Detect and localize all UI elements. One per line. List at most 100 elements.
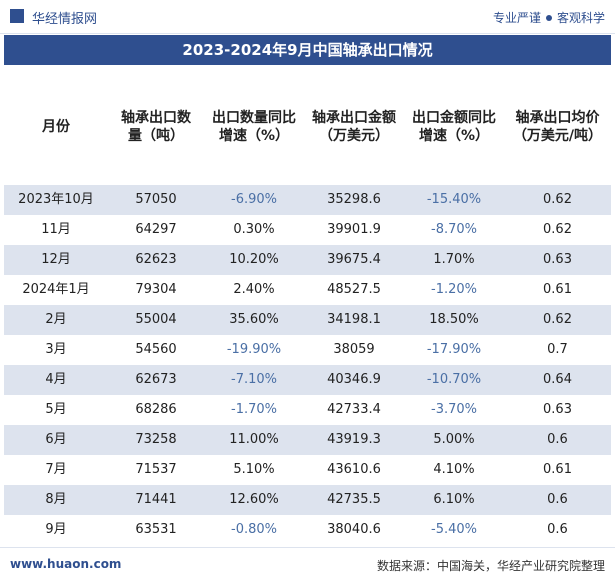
table-cell: 0.6 bbox=[547, 432, 568, 447]
site: www.huaon.com bbox=[10, 557, 122, 571]
table-row: 9月 63531 -0.80% 38040.6 -5.40% 0.6 bbox=[4, 515, 611, 545]
table-cell: 35.60% bbox=[229, 312, 279, 327]
table-cell: 43610.6 bbox=[327, 462, 381, 477]
dot bbox=[545, 15, 552, 21]
column-header: 轴承出口均价（万美元/吨） bbox=[512, 109, 603, 144]
table-cell: 4.10% bbox=[433, 462, 475, 477]
table-cell: 54560 bbox=[135, 342, 177, 357]
table-cell: -8.70% bbox=[431, 222, 477, 237]
table-cell: -1.20% bbox=[431, 282, 477, 297]
table-row: 2024年1月 79304 2.40% 48527.5 -1.20% 0.61 bbox=[4, 275, 611, 305]
table-row: 6月 73258 11.00% 43919.3 5.00% 0.6 bbox=[4, 425, 611, 455]
table-cell: 1.70% bbox=[433, 252, 475, 267]
table-cell: 5.00% bbox=[433, 432, 475, 447]
title: 2023-2024年9月中国轴承出口情况 bbox=[4, 35, 611, 65]
table-cell: 2024年1月 bbox=[22, 282, 90, 297]
table-cell: 34198.1 bbox=[327, 312, 381, 327]
table-cell: -7.10% bbox=[231, 372, 277, 387]
table-cell: 4月 bbox=[45, 372, 67, 387]
table-cell: 11月 bbox=[41, 222, 71, 237]
source: 数据来源：中国海关，华经产业研究院整理 bbox=[376, 559, 605, 573]
column-header: 出口金额同比增速（%） bbox=[412, 109, 496, 144]
table-cell: 0.63 bbox=[543, 402, 572, 417]
table-cell: -0.80% bbox=[231, 522, 277, 537]
table-row: 8月 71441 12.60% 42735.5 6.10% 0.6 bbox=[4, 485, 611, 515]
table-cell: 0.6 bbox=[547, 492, 568, 507]
table-cell: 5月 bbox=[45, 402, 67, 417]
table-cell: 40346.9 bbox=[327, 372, 381, 387]
table-cell: 62623 bbox=[135, 252, 177, 267]
table-cell: 7月 bbox=[45, 462, 67, 477]
table-cell: -15.40% bbox=[426, 192, 482, 207]
table-cell: 0.61 bbox=[543, 282, 572, 297]
table-row: 3月 54560 -19.90% 38059 -17.90% 0.7 bbox=[4, 335, 611, 365]
table-cell: 3月 bbox=[45, 342, 67, 357]
table-cell: 11.00% bbox=[229, 432, 279, 447]
brand: 华经情报网 bbox=[32, 12, 98, 27]
table-cell: 12.60% bbox=[229, 492, 279, 507]
table-cell: -3.70% bbox=[431, 402, 477, 417]
table-cell: -5.40% bbox=[431, 522, 477, 537]
table-cell: 55004 bbox=[135, 312, 177, 327]
table-cell: 6月 bbox=[45, 432, 67, 447]
column-header: 月份 bbox=[42, 118, 70, 135]
table-cell: 0.62 bbox=[543, 222, 572, 237]
table-cell: 63531 bbox=[135, 522, 177, 537]
table-row: 4月 62673 -7.10% 40346.9 -10.70% 0.64 bbox=[4, 365, 611, 395]
table-header: 月份 轴承出口数量（吨） 出口数量同比增速（%） 轴承出口金额（万美元） 出口金额同比增… bbox=[4, 68, 611, 185]
table-cell: 39675.4 bbox=[327, 252, 381, 267]
top-bar: 华经情报网 专业严谨 客观科学 bbox=[0, 0, 615, 34]
table-cell: 2.40% bbox=[233, 282, 275, 297]
table-cell: 0.61 bbox=[543, 462, 572, 477]
table-cell: 42733.4 bbox=[327, 402, 381, 417]
table-row: 11月 64297 0.30% 39901.9 -8.70% 0.62 bbox=[4, 215, 611, 245]
table-cell: 71441 bbox=[135, 492, 177, 507]
table-cell: 43919.3 bbox=[327, 432, 381, 447]
table-cell: 62673 bbox=[135, 372, 177, 387]
table-cell: -19.90% bbox=[226, 342, 282, 357]
table-cell: 73258 bbox=[135, 432, 177, 447]
table-cell: 35298.6 bbox=[327, 192, 381, 207]
table-row: 2023年10月 57050 -6.90% 35298.6 -15.40% 0.62 bbox=[4, 185, 611, 215]
table-cell: 0.6 bbox=[547, 522, 568, 537]
table-cell: 79304 bbox=[135, 282, 177, 297]
table-cell: 2023年10月 bbox=[18, 192, 94, 207]
table-cell: -6.90% bbox=[231, 192, 277, 207]
table-cell: 38059 bbox=[333, 342, 375, 357]
column-header: 轴承出口数量（吨） bbox=[121, 109, 191, 144]
logo bbox=[10, 9, 24, 23]
table-cell: 8月 bbox=[45, 492, 67, 507]
table-cell: 10.20% bbox=[229, 252, 279, 267]
footer: www.huaon.com 数据来源：中国海关，华经产业研究院整理 bbox=[0, 547, 615, 580]
column-header: 出口数量同比增速（%） bbox=[212, 109, 296, 144]
table-cell: 0.7 bbox=[547, 342, 568, 357]
table-cell: 0.63 bbox=[543, 252, 572, 267]
table-cell: -17.90% bbox=[426, 342, 482, 357]
table-cell: 5.10% bbox=[233, 462, 275, 477]
table-cell: 18.50% bbox=[429, 312, 479, 327]
table-cell: 68286 bbox=[135, 402, 177, 417]
table-cell: 0.62 bbox=[543, 192, 572, 207]
table-row: 5月 68286 -1.70% 42733.4 -3.70% 0.63 bbox=[4, 395, 611, 425]
table-cell: 39901.9 bbox=[327, 222, 381, 237]
table-row: 12月 62623 10.20% 39675.4 1.70% 0.63 bbox=[4, 245, 611, 275]
table-cell: 12月 bbox=[41, 252, 71, 267]
table-cell: 2月 bbox=[45, 312, 67, 327]
table-cell: 71537 bbox=[135, 462, 177, 477]
table-cell: 57050 bbox=[135, 192, 177, 207]
table-cell: 48527.5 bbox=[327, 282, 381, 297]
table-row: 7月 71537 5.10% 43610.6 4.10% 0.61 bbox=[4, 455, 611, 485]
table-cell: -1.70% bbox=[231, 402, 277, 417]
table-cell: 6.10% bbox=[433, 492, 475, 507]
table-cell: -10.70% bbox=[426, 372, 482, 387]
slogan-right: 客观科学 bbox=[556, 11, 605, 25]
table-cell: 9月 bbox=[45, 522, 67, 537]
table-cell: 0.64 bbox=[543, 372, 572, 387]
table-cell: 42735.5 bbox=[327, 492, 381, 507]
column-header: 轴承出口金额（万美元） bbox=[312, 109, 396, 144]
table-row: 2月 55004 35.60% 34198.1 18.50% 0.62 bbox=[4, 305, 611, 335]
table-cell: 38040.6 bbox=[327, 522, 381, 537]
slogan-left: 专业严谨 bbox=[492, 11, 541, 25]
slogan: 专业严谨 客观科学 bbox=[493, 9, 605, 26]
